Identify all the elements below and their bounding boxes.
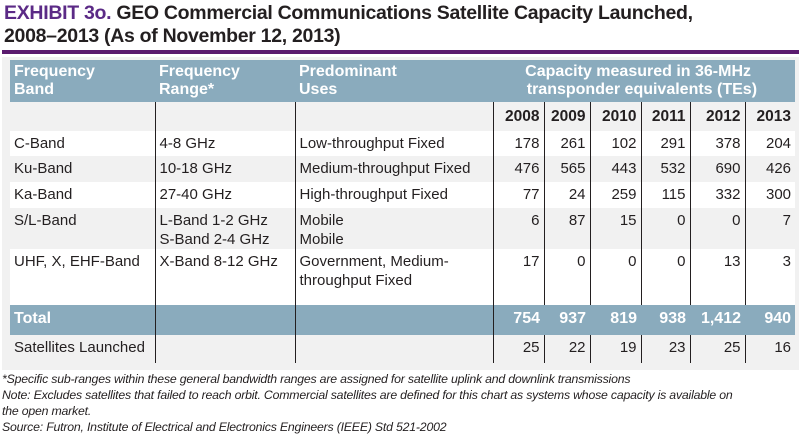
value-cell: 24 <box>543 182 590 208</box>
value-cell: 378 <box>689 131 745 156</box>
year-header: 2011 <box>640 102 690 131</box>
satellites-value: 25 <box>689 335 745 363</box>
value-cell: 0 <box>689 208 745 249</box>
satellites-label: Satellites Launched <box>10 335 155 363</box>
value-cell: 0 <box>589 249 641 305</box>
years-row: 2008 2009 2010 2011 2012 2013 <box>10 102 796 131</box>
table-row: S/L-Band L-Band 1-2 GHz S-Band 2-4 GHz Mobi… <box>10 208 796 249</box>
total-value: 938 <box>641 305 690 335</box>
uses-cell: High-throughput Fixed <box>294 182 493 208</box>
uses-cell: Government, Medium-throughput Fixed <box>294 249 493 305</box>
year-header: 2008 <box>492 102 544 131</box>
total-row: Total 754 937 819 938 1,412 940 <box>10 305 796 335</box>
value-cell: 102 <box>589 131 641 156</box>
header-uses: Predominant Uses <box>295 60 493 102</box>
title-line-1: GEO Commercial Communications Satellite … <box>116 2 693 24</box>
satellites-value: 16 <box>744 335 796 363</box>
total-label: Total <box>10 305 155 335</box>
value-cell: 332 <box>689 182 745 208</box>
value-cell: 476 <box>492 156 544 182</box>
range-cell: X-Band 8-12 GHz <box>154 249 295 305</box>
year-header: 2013 <box>744 102 796 131</box>
value-cell: 532 <box>640 156 690 182</box>
uses-cell: Low-throughput Fixed <box>294 131 493 156</box>
table-row: C-Band 4-8 GHz Low-throughput Fixed 178 261 1… <box>10 131 796 156</box>
value-cell: 87 <box>543 208 590 249</box>
band-cell: C-Band <box>10 131 155 156</box>
value-cell: 300 <box>744 182 796 208</box>
table-row: Ka-Band 27-40 GHz High-throughput Fixed 77 2… <box>10 182 796 208</box>
value-cell: 443 <box>589 156 641 182</box>
value-cell: 291 <box>640 131 690 156</box>
header-row: Frequency Band Frequency Range* Predominan… <box>10 60 796 102</box>
value-cell: 0 <box>543 249 590 305</box>
value-cell: 17 <box>492 249 544 305</box>
value-cell: 3 <box>744 249 796 305</box>
total-value: 940 <box>745 305 796 335</box>
year-header: 2009 <box>543 102 590 131</box>
value-cell: 690 <box>689 156 745 182</box>
total-value: 937 <box>544 305 590 335</box>
satellites-value: 22 <box>543 335 590 363</box>
uses-cell: Mobile Mobile <box>294 208 493 249</box>
value-cell: 6 <box>492 208 544 249</box>
satellites-value: 23 <box>640 335 690 363</box>
footnotes: *Specific sub-ranges within these genera… <box>2 371 733 435</box>
exhibit-number: EXHIBIT 3o. <box>4 2 112 24</box>
value-cell: 13 <box>689 249 745 305</box>
band-cell: Ku-Band <box>10 156 155 182</box>
range-cell: L-Band 1-2 GHz S-Band 2-4 GHz <box>154 208 295 249</box>
footnote-note-cont: the open market. <box>2 404 92 418</box>
exhibit-title: EXHIBIT 3o. GEO Commercial Communication… <box>4 2 693 48</box>
total-value: 819 <box>590 305 641 335</box>
table-row: UHF, X, EHF-Band X-Band 8-12 GHz Governmen… <box>10 249 796 305</box>
value-cell: 259 <box>589 182 641 208</box>
capacity-table: Frequency Band Frequency Range* Predominan… <box>10 60 796 363</box>
range-cell: 27-40 GHz <box>154 182 295 208</box>
value-cell: 178 <box>492 131 544 156</box>
header-capacity: Capacity measured in 36-MHz transponder e… <box>493 60 796 102</box>
value-cell: 204 <box>744 131 796 156</box>
total-value: 1,412 <box>690 305 745 335</box>
footnote-ranges: *Specific sub-ranges within these genera… <box>2 372 631 386</box>
value-cell: 115 <box>640 182 690 208</box>
range-cell: 4-8 GHz <box>154 131 295 156</box>
uses-cell: Medium-throughput Fixed <box>294 156 493 182</box>
band-cell: S/L-Band <box>10 208 155 249</box>
satellites-value: 19 <box>589 335 641 363</box>
year-header: 2012 <box>689 102 745 131</box>
value-cell: 7 <box>744 208 796 249</box>
satellites-value: 25 <box>492 335 544 363</box>
header-range: Frequency Range* <box>155 60 295 102</box>
value-cell: 15 <box>589 208 641 249</box>
value-cell: 0 <box>640 208 690 249</box>
satellites-row: Satellites Launched 25 22 19 23 25 16 <box>10 335 796 363</box>
total-value: 754 <box>492 305 544 335</box>
value-cell: 426 <box>744 156 796 182</box>
title-line-2: 2008–2013 (As of November 12, 2013) <box>4 25 341 47</box>
band-cell: UHF, X, EHF-Band <box>10 249 155 305</box>
footnote-source: Source: Futron, Institute of Electrical … <box>2 420 447 434</box>
year-header: 2010 <box>589 102 641 131</box>
value-cell: 77 <box>492 182 544 208</box>
range-cell: 10-18 GHz <box>154 156 295 182</box>
title-rule <box>2 50 799 54</box>
value-cell: 261 <box>543 131 590 156</box>
footnote-note: Note: Excludes satellites that failed to… <box>2 388 733 402</box>
table-row: Ku-Band 10-18 GHz Medium-throughput Fixed 4… <box>10 156 796 182</box>
value-cell: 0 <box>640 249 690 305</box>
value-cell: 565 <box>543 156 590 182</box>
header-band: Frequency Band <box>10 60 155 102</box>
band-cell: Ka-Band <box>10 182 155 208</box>
